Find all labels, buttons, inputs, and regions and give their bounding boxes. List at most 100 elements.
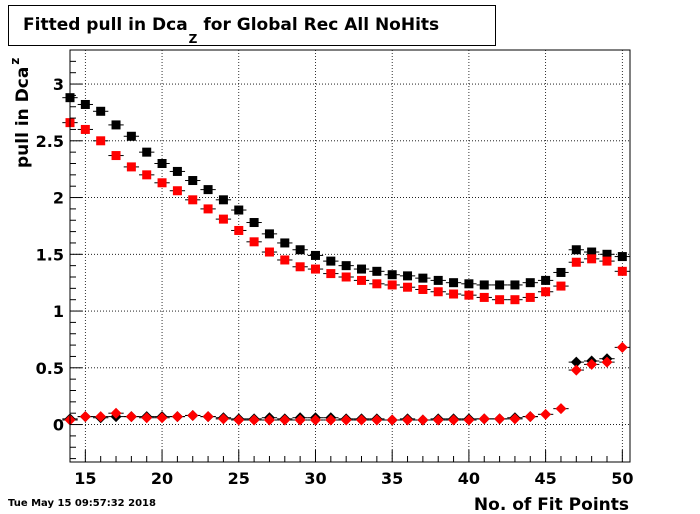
data-point-square (234, 205, 244, 215)
data-point-square (387, 270, 397, 280)
data-point-diamond (340, 414, 352, 426)
data-point-diamond (570, 356, 582, 368)
grid-lines (70, 50, 630, 462)
y-tick-label: 0.5 (36, 359, 64, 378)
data-point-diamond (417, 414, 429, 426)
data-point-square (387, 280, 397, 290)
x-tick-label: 30 (304, 469, 326, 488)
y-axis-label: pull in Dca z (8, 58, 33, 168)
y-tick-label: 3 (53, 75, 64, 94)
data-point-diamond (125, 411, 137, 423)
data-point-diamond (309, 414, 321, 426)
data-point-square (372, 266, 382, 276)
y-tick-label: 2.5 (36, 132, 64, 151)
data-point-square (172, 186, 182, 196)
x-tick-label: 15 (74, 469, 96, 488)
data-point-diamond (509, 413, 521, 425)
x-tick-label: 50 (611, 469, 633, 488)
data-point-square (142, 147, 152, 157)
title-box: Fitted pull in DcaZfor Global Rec All No… (8, 5, 496, 46)
data-point-diamond (156, 412, 168, 424)
data-point-square (403, 271, 413, 281)
data-point-square (525, 278, 535, 288)
data-point-square (326, 269, 336, 279)
x-tick-label: 25 (228, 469, 250, 488)
data-point-square (111, 120, 121, 130)
y-tick-label: 0 (53, 416, 64, 435)
data-points (62, 93, 630, 426)
data-point-diamond (478, 413, 490, 425)
data-point-square (295, 262, 305, 272)
data-point-square (203, 204, 213, 214)
y-tick-label: 1 (53, 302, 64, 321)
data-point-square (449, 278, 459, 288)
data-point-square (479, 292, 489, 302)
data-point-diamond (402, 414, 414, 426)
y-axis-label-main: pull in Dca (13, 67, 33, 168)
data-point-diamond (616, 341, 628, 353)
title-subscript: Z (188, 32, 198, 46)
data-point-square (96, 106, 106, 116)
data-point-square (602, 256, 612, 266)
data-point-square (341, 261, 351, 271)
data-point-square (111, 151, 121, 161)
data-point-square (510, 280, 520, 290)
data-point-square (495, 295, 505, 305)
data-point-square (495, 280, 505, 290)
title-prefix: Fitted pull in Dca (23, 15, 188, 35)
data-point-diamond (171, 411, 183, 423)
data-point-square (571, 245, 581, 255)
data-point-square (510, 295, 520, 305)
title-suffix: for Global Rec All NoHits (203, 15, 440, 35)
data-point-square (464, 279, 474, 289)
data-point-diamond (356, 414, 368, 426)
data-point-diamond (524, 411, 536, 423)
data-point-square (418, 284, 428, 294)
data-point-square (157, 158, 167, 168)
data-point-square (403, 282, 413, 292)
data-point-diamond (248, 414, 260, 426)
data-point-diamond (187, 409, 199, 421)
data-point-square (310, 250, 320, 260)
data-point-diamond (555, 403, 567, 415)
data-point-square (80, 99, 90, 109)
data-point-square (464, 290, 474, 300)
data-point-square (264, 247, 274, 257)
data-point-square (295, 245, 305, 255)
data-point-square (587, 254, 597, 264)
data-point-diamond (540, 408, 552, 420)
data-point-square (341, 272, 351, 282)
data-point-square (218, 195, 228, 205)
data-point-diamond (95, 411, 107, 423)
data-point-square (541, 287, 551, 297)
data-point-square (310, 264, 320, 274)
data-point-diamond (448, 414, 460, 426)
data-point-diamond (279, 414, 291, 426)
data-point-square (587, 247, 597, 257)
x-axis-label: No. of Fit Points (474, 495, 629, 514)
timestamp: Tue May 15 09:57:32 2018 (8, 498, 156, 509)
data-point-square (541, 275, 551, 285)
data-point-square (602, 249, 612, 259)
data-point-diamond (463, 414, 475, 426)
data-point-square (218, 214, 228, 224)
y-axis-label-sub: z (8, 58, 22, 65)
data-point-square (157, 178, 167, 188)
data-point-diamond (141, 412, 153, 424)
data-point-square (280, 255, 290, 265)
data-point-square (449, 289, 459, 299)
data-point-square (571, 257, 581, 267)
y-tick-label: 2 (53, 189, 64, 208)
data-point-square (126, 162, 136, 172)
data-point-square (357, 275, 367, 285)
data-point-square (264, 229, 274, 239)
data-point-diamond (432, 414, 444, 426)
data-point-diamond (79, 411, 91, 423)
x-tick-label: 35 (381, 469, 403, 488)
data-point-diamond (371, 414, 383, 426)
plot-frame (69, 49, 631, 463)
chart-title: Fitted pull in DcaZfor Global Rec All No… (23, 15, 440, 46)
data-point-square (357, 264, 367, 274)
x-tick-label: 45 (534, 469, 556, 488)
data-point-square (142, 170, 152, 180)
